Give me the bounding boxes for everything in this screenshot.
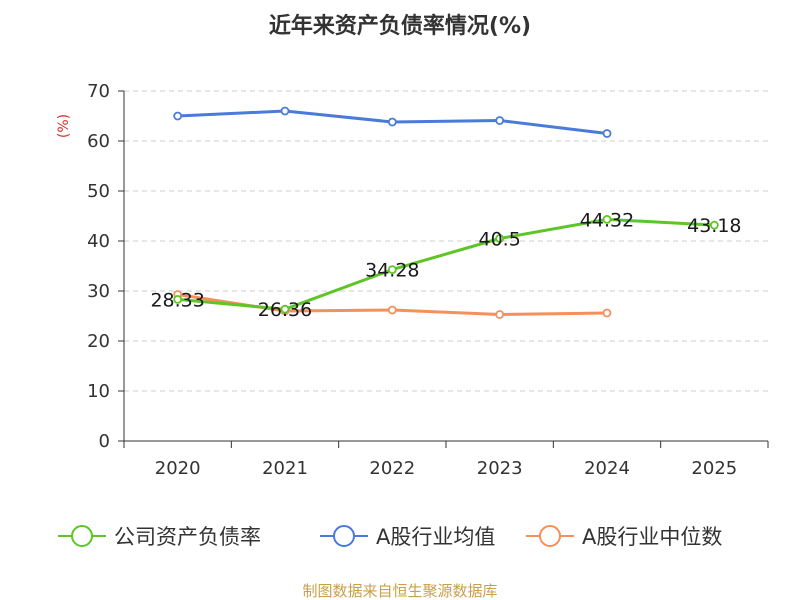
series-line xyxy=(176,217,716,311)
data-label: 44.32 xyxy=(580,209,634,231)
legend-label: A股行业均值 xyxy=(376,525,495,549)
data-point xyxy=(280,106,290,116)
data-label: 40.5 xyxy=(479,229,521,251)
series-0 xyxy=(173,214,719,314)
y-tick-label: 40 xyxy=(87,231,110,252)
series-1 xyxy=(173,106,612,138)
legend: 公司资产负债率 A股行业均值 A股行业中位数 xyxy=(58,525,722,549)
data-point xyxy=(495,116,505,125)
data-point xyxy=(173,111,183,121)
x-tick-label: 2024 xyxy=(584,458,630,479)
data-point xyxy=(495,234,505,243)
data-point xyxy=(602,214,612,224)
data-point xyxy=(602,308,612,318)
data-point xyxy=(602,129,612,138)
data-point xyxy=(173,294,183,304)
y-tick-label: 30 xyxy=(87,281,110,302)
legend-marker-icon xyxy=(539,525,561,547)
legend-marker-icon xyxy=(71,525,93,547)
x-tick-label: 2025 xyxy=(691,458,737,479)
y-tick-label: 70 xyxy=(87,81,110,102)
legend-item[interactable]: 公司资产负债率 xyxy=(58,525,261,549)
data-point xyxy=(387,117,397,127)
data-label: 34.28 xyxy=(365,260,419,282)
y-tick-label: 60 xyxy=(87,131,110,152)
data-point xyxy=(280,304,290,314)
legend-label: 公司资产负债率 xyxy=(114,525,261,549)
data-point xyxy=(387,265,397,275)
data-point xyxy=(495,310,505,319)
data-label: 28.33 xyxy=(150,289,204,311)
legend-item[interactable]: A股行业中位数 xyxy=(526,525,722,549)
legend-label: A股行业中位数 xyxy=(582,525,722,549)
data-label: 26.36 xyxy=(258,299,312,321)
chart-title: 近年来资产负债率情况(%) xyxy=(269,13,531,39)
data-labels: 28.33 26.36 34.28 40.5 44.32 43.18 xyxy=(150,209,741,321)
y-tick-label: 10 xyxy=(87,381,110,402)
grid-lines xyxy=(124,90,768,392)
y-axis-unit-label: (%) xyxy=(56,114,72,138)
legend-item[interactable]: A股行业均值 xyxy=(320,525,495,549)
y-tick-label: 50 xyxy=(87,181,110,202)
source-note: 制图数据来自恒生聚源数据库 xyxy=(302,582,497,600)
x-tick-label: 2021 xyxy=(262,458,308,479)
legend-marker-icon xyxy=(333,525,355,547)
axes: 0 10 20 30 40 50 60 70 2020 2021 2022 2023 2024 2025 xyxy=(87,81,769,479)
data-label: 43.18 xyxy=(687,215,741,237)
x-tick-label: 2020 xyxy=(155,458,201,479)
data-point xyxy=(387,305,397,315)
x-tick-label: 2022 xyxy=(369,458,415,479)
data-point xyxy=(709,220,719,230)
x-tick-label: 2023 xyxy=(477,458,523,479)
series-lines xyxy=(173,106,719,319)
y-tick-label: 0 xyxy=(99,431,110,452)
y-tick-label: 20 xyxy=(87,331,110,352)
